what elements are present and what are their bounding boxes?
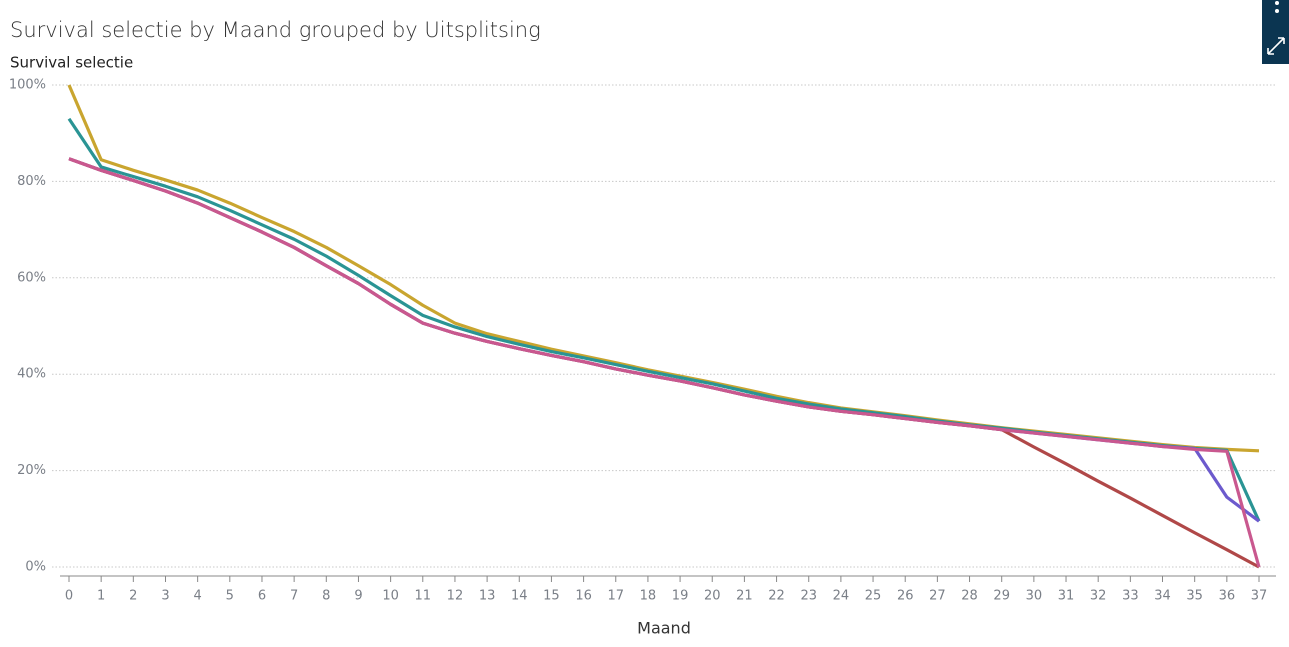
- x-tick-label: 19: [672, 589, 689, 604]
- x-tick-label: 3: [161, 589, 169, 604]
- x-tick-label: 12: [447, 589, 464, 604]
- series-line: [67, 84, 1260, 453]
- x-tick-label: 10: [382, 589, 399, 604]
- x-tick-label: 22: [768, 589, 785, 604]
- x-tick-label: 1: [97, 589, 105, 604]
- series-line: [68, 157, 1260, 523]
- toolbar[interactable]: [1262, 0, 1289, 64]
- x-tick-label: 37: [1251, 589, 1268, 604]
- x-tick-label: 18: [640, 589, 657, 604]
- y-tick-label: 20%: [17, 463, 46, 478]
- x-axis-title: Maand: [637, 619, 691, 638]
- x-tick-label: 26: [897, 589, 914, 604]
- x-tick-label: 6: [258, 589, 266, 604]
- menu-dot: [1275, 1, 1279, 5]
- x-tick-label: 31: [1058, 589, 1075, 604]
- x-tick-label: 27: [929, 589, 946, 604]
- x-tick-label: 2: [129, 589, 137, 604]
- x-tick-label: 35: [1186, 589, 1203, 604]
- series-line: [68, 157, 1261, 568]
- y-tick-label: 60%: [17, 270, 46, 285]
- x-tick-label: 5: [226, 589, 234, 604]
- series-line: [67, 117, 1261, 522]
- y-tick-label: 40%: [17, 367, 46, 382]
- x-tick-label: 33: [1122, 589, 1139, 604]
- y-tick-label: 0%: [25, 560, 46, 575]
- x-tick-label: 15: [543, 589, 560, 604]
- y-tick-label: 80%: [17, 174, 46, 189]
- x-tick-label: 8: [322, 589, 330, 604]
- x-tick-label: 9: [354, 589, 362, 604]
- x-tick-label: 32: [1090, 589, 1107, 604]
- x-tick-label: 0: [65, 589, 73, 604]
- x-tick-label: 14: [511, 589, 528, 604]
- x-tick-label: 4: [194, 589, 202, 604]
- x-tick-label: 20: [704, 589, 721, 604]
- x-tick-label: 7: [290, 589, 298, 604]
- x-tick-label: 24: [833, 589, 850, 604]
- y-axis-title: Survival selectie: [10, 54, 133, 72]
- x-tick-label: 25: [865, 589, 882, 604]
- x-tick-label: 29: [993, 589, 1010, 604]
- x-tick-label: 21: [736, 589, 753, 604]
- x-tick-label: 36: [1219, 589, 1236, 604]
- x-tick-label: 16: [575, 589, 592, 604]
- x-tick-label: 30: [1026, 589, 1043, 604]
- x-tick-label: 11: [415, 589, 432, 604]
- x-tick-label: 28: [961, 589, 978, 604]
- x-tick-label: 23: [800, 589, 817, 604]
- x-tick-label: 13: [479, 589, 496, 604]
- chart-title: Survival selectie by Maand grouped by Ui…: [10, 18, 541, 42]
- menu-dot: [1275, 9, 1279, 13]
- x-tick-label: 34: [1154, 589, 1171, 604]
- x-tick-label: 17: [607, 589, 624, 604]
- y-tick-label: 100%: [9, 78, 46, 93]
- maximize-icon[interactable]: [1267, 37, 1285, 55]
